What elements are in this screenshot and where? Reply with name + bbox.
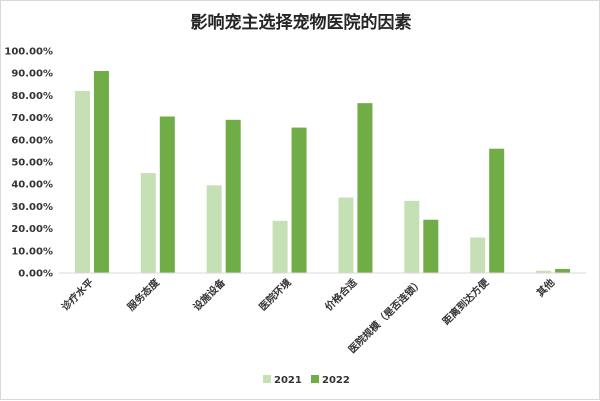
x-tick-label: 服务态度	[124, 275, 162, 313]
x-tick-label: 诊疗水平	[59, 276, 96, 313]
bar-2022	[489, 148, 505, 273]
y-tick-label: 70.00%	[11, 113, 53, 124]
bar-2022	[291, 127, 307, 273]
bar-2021	[536, 270, 552, 273]
legend-swatch-2022	[311, 375, 319, 383]
x-tick-label: 距离到达方便	[440, 275, 492, 327]
y-axis: 0.00% 10.00% 20.00% 30.00% 40.00% 50.00% 60.00…	[4, 47, 53, 280]
bar-2021	[74, 90, 90, 274]
y-tick-label: 10.00%	[11, 246, 53, 257]
bar-2021	[272, 220, 288, 273]
legend-label-2021: 2021	[274, 375, 302, 386]
legend-label-2022: 2022	[322, 375, 350, 386]
legend: 2021 2022	[263, 375, 350, 386]
bar-2021	[470, 237, 486, 273]
y-tick-label: 100.00%	[4, 47, 53, 58]
x-tick-label: 其他	[534, 276, 557, 299]
y-tick-label: 80.00%	[11, 91, 53, 102]
bar-2021	[206, 185, 222, 273]
bar-2022	[159, 116, 175, 274]
bar-2021	[404, 200, 420, 273]
x-tick-label: 医院规模（是否连锁）	[346, 276, 426, 356]
bar-2022	[93, 70, 109, 273]
y-tick-label: 90.00%	[11, 69, 53, 80]
y-tick-label: 50.00%	[11, 158, 53, 169]
x-tick-label: 设施设备	[190, 275, 228, 313]
y-tick-label: 40.00%	[11, 180, 53, 191]
bar-2022	[423, 219, 439, 273]
chart-title: 影响宠主选择宠物医院的因素	[191, 12, 412, 33]
y-tick-label: 60.00%	[11, 135, 53, 146]
bar-2021	[338, 197, 354, 273]
bar-2021	[140, 173, 156, 273]
bar-2022	[225, 119, 241, 273]
x-tick-label: 价格合适	[322, 276, 359, 313]
x-tick-label: 医院环境	[256, 276, 293, 313]
y-tick-label: 0.00%	[18, 269, 53, 280]
y-tick-label: 20.00%	[11, 224, 53, 235]
legend-swatch-2021	[263, 375, 271, 383]
bars	[74, 70, 571, 274]
bar-2022	[357, 103, 373, 273]
bar-2022	[555, 269, 571, 273]
y-tick-label: 30.00%	[11, 202, 53, 213]
